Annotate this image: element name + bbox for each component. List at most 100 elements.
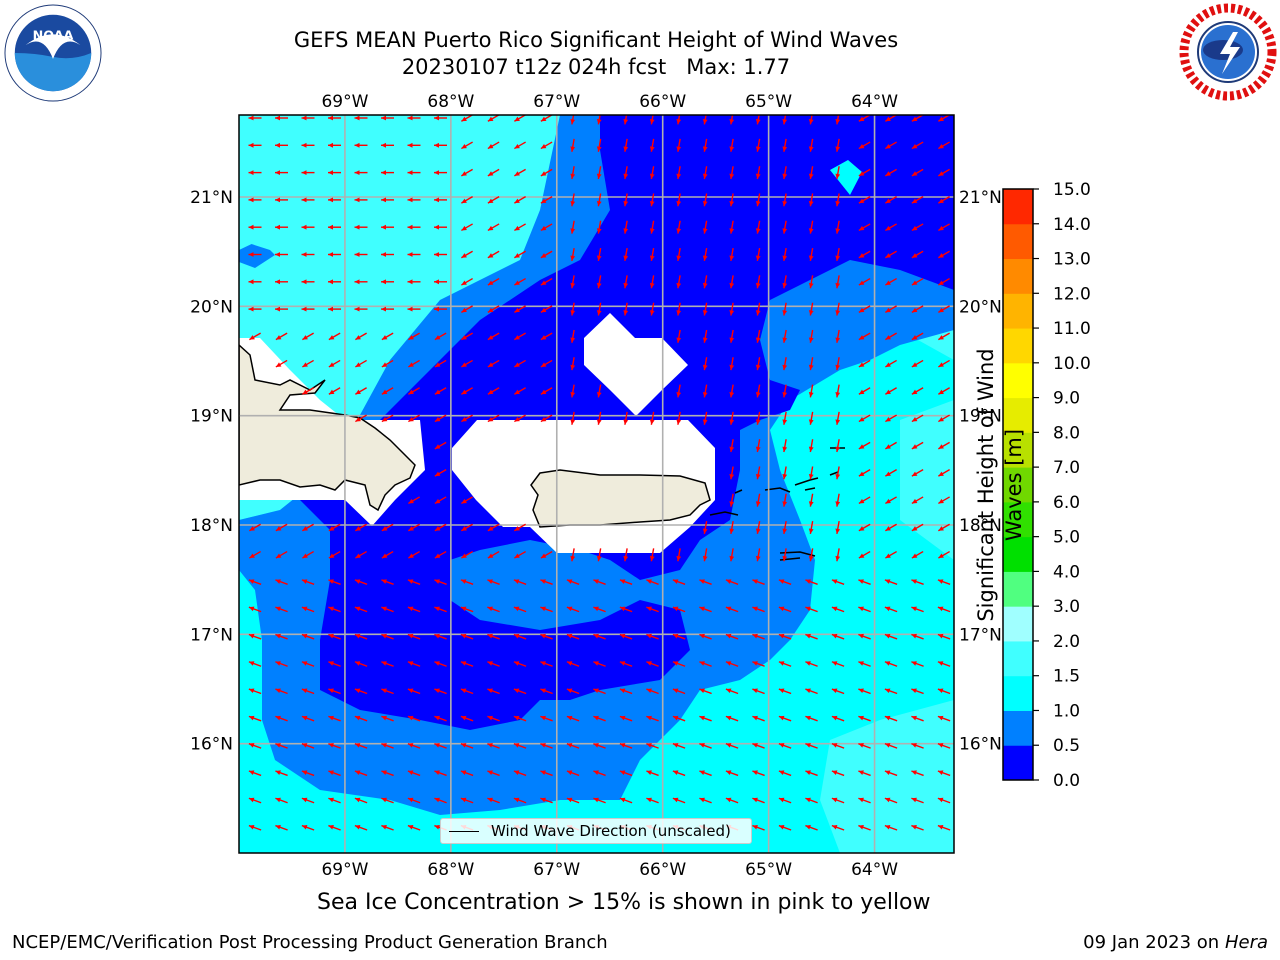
wave-direction-arrowhead <box>623 200 629 207</box>
wave-direction-arrowhead <box>248 715 255 721</box>
wave-direction-arrowhead <box>275 252 280 257</box>
wave-direction-arrowhead <box>755 419 761 425</box>
wave-direction-arrowhead <box>434 797 440 803</box>
wave-direction-arrowhead <box>725 579 732 584</box>
wave-direction-arrowhead <box>487 335 494 340</box>
wave-direction-arrowhead <box>328 389 335 395</box>
wave-direction-arrowhead <box>858 444 865 449</box>
wave-direction-arrowhead <box>434 252 439 257</box>
wave-direction-arrowhead <box>699 743 705 748</box>
wave-direction-arrowhead <box>649 119 655 125</box>
wave-direction-arrowhead <box>729 473 735 480</box>
wave-direction-arrowhead <box>858 335 865 340</box>
lon-tick-label: 68°W <box>427 92 474 112</box>
colorbar-segment <box>1003 258 1033 294</box>
wave-direction-arrowhead <box>676 228 682 234</box>
wave-direction-arrowhead <box>487 171 494 176</box>
wave-direction-arrowhead <box>487 770 493 775</box>
wave-direction-arrowhead <box>778 797 785 803</box>
wave-direction-arrowhead <box>938 526 944 531</box>
wave-direction-arrowhead <box>938 225 944 231</box>
wave-direction-arrowhead <box>461 498 467 504</box>
wave-direction-arrowhead <box>805 633 811 639</box>
wave-direction-arrowhead <box>672 770 679 775</box>
wave-direction-arrowhead <box>275 715 281 721</box>
wave-direction-arrowhead <box>408 389 414 395</box>
wave-direction-arrowhead <box>831 606 838 612</box>
wave-direction-arrowhead <box>461 362 467 367</box>
wave-direction-arrowhead <box>407 633 414 639</box>
wave-direction-arrowhead <box>355 389 361 395</box>
lon-tick-label: 64°W <box>851 92 898 112</box>
wave-direction-arrowhead <box>672 606 679 612</box>
wave-direction-arrowhead <box>381 170 386 175</box>
footer-date-text: 09 Jan 2023 on <box>1083 932 1225 953</box>
wave-direction-arrowhead <box>808 228 814 234</box>
wave-direction-arrowhead <box>593 579 599 584</box>
legend-line <box>449 831 479 832</box>
wave-direction-arrowhead <box>460 797 467 803</box>
wave-direction-arrowhead <box>911 307 918 313</box>
lon-tick-label: 65°W <box>745 860 792 880</box>
wave-direction-arrowhead <box>328 715 334 721</box>
wave-direction-arrowhead <box>938 498 944 504</box>
wave-direction-arrowhead <box>808 200 814 207</box>
wave-direction-arrowhead <box>275 579 281 584</box>
wave-direction-arrowhead <box>937 661 944 666</box>
wave-direction-arrowhead <box>755 173 761 180</box>
lat-tick-label: 17°N <box>190 625 233 645</box>
wave-direction-arrowhead <box>755 228 761 234</box>
wave-direction-arrowhead <box>487 253 494 258</box>
wave-direction-arrowhead <box>381 115 386 121</box>
nws-logo <box>1179 3 1277 101</box>
wave-direction-arrowhead <box>434 444 441 449</box>
wave-direction-arrowhead <box>937 825 944 830</box>
wave-direction-arrowhead <box>808 282 814 289</box>
wave-direction-arrowhead <box>619 661 626 666</box>
wave-direction-arrowhead <box>755 555 761 562</box>
wave-direction-arrowhead <box>782 528 788 534</box>
wave-direction-arrowhead <box>649 173 655 180</box>
wave-direction-arrowhead <box>858 171 865 176</box>
wave-direction-arrowhead <box>831 579 838 584</box>
wave-direction-arrowhead <box>702 555 708 562</box>
colorbar-tick-label: 5.0 <box>1053 528 1080 548</box>
sea-ice-note: Sea Ice Concentration > 15% is shown in … <box>317 890 931 915</box>
wave-direction-arrowhead <box>593 661 599 666</box>
wave-direction-arrowhead <box>729 255 735 261</box>
wave-direction-arrowhead <box>407 825 414 830</box>
wave-direction-arrowhead <box>808 146 814 152</box>
lon-tick-label: 67°W <box>533 92 580 112</box>
wave-direction-arrowhead <box>460 743 467 748</box>
wave-direction-arrowhead <box>782 146 788 152</box>
wave-direction-arrowhead <box>885 253 891 258</box>
wave-direction-arrowhead <box>381 362 388 367</box>
wave-direction-arrowhead <box>487 661 493 666</box>
wave-direction-arrowhead <box>407 606 414 612</box>
wave-direction-arrowhead <box>354 825 361 830</box>
wave-direction-arrowhead <box>835 282 841 289</box>
wave-direction-arrowhead <box>328 170 333 175</box>
wave-direction-arrowhead <box>487 307 494 313</box>
wave-direction-arrowhead <box>649 228 655 234</box>
wave-direction-arrowhead <box>835 446 841 453</box>
wave-direction-arrowhead <box>434 362 441 367</box>
wave-direction-arrowhead <box>858 579 864 584</box>
wave-direction-arrowhead <box>937 606 944 612</box>
wave-direction-arrowhead <box>778 825 785 830</box>
wave-direction-arrowhead <box>566 715 573 721</box>
wave-direction-arrowhead <box>729 310 735 316</box>
lon-tick-label: 68°W <box>427 860 474 880</box>
wave-direction-arrowhead <box>911 335 918 340</box>
wave-direction-arrowhead <box>275 526 282 531</box>
wave-direction-arrowhead <box>858 143 865 149</box>
wave-direction-arrowhead <box>381 688 387 694</box>
wave-direction-arrowhead <box>885 389 891 395</box>
wave-direction-arrowhead <box>461 526 467 531</box>
wave-direction-arrowhead <box>702 200 708 207</box>
wave-direction-arrowhead <box>729 228 735 234</box>
wave-direction-arrowhead <box>513 715 520 721</box>
wave-direction-arrowhead <box>805 825 811 830</box>
wave-direction-arrowhead <box>328 526 335 531</box>
wave-direction-arrowhead <box>831 797 838 803</box>
